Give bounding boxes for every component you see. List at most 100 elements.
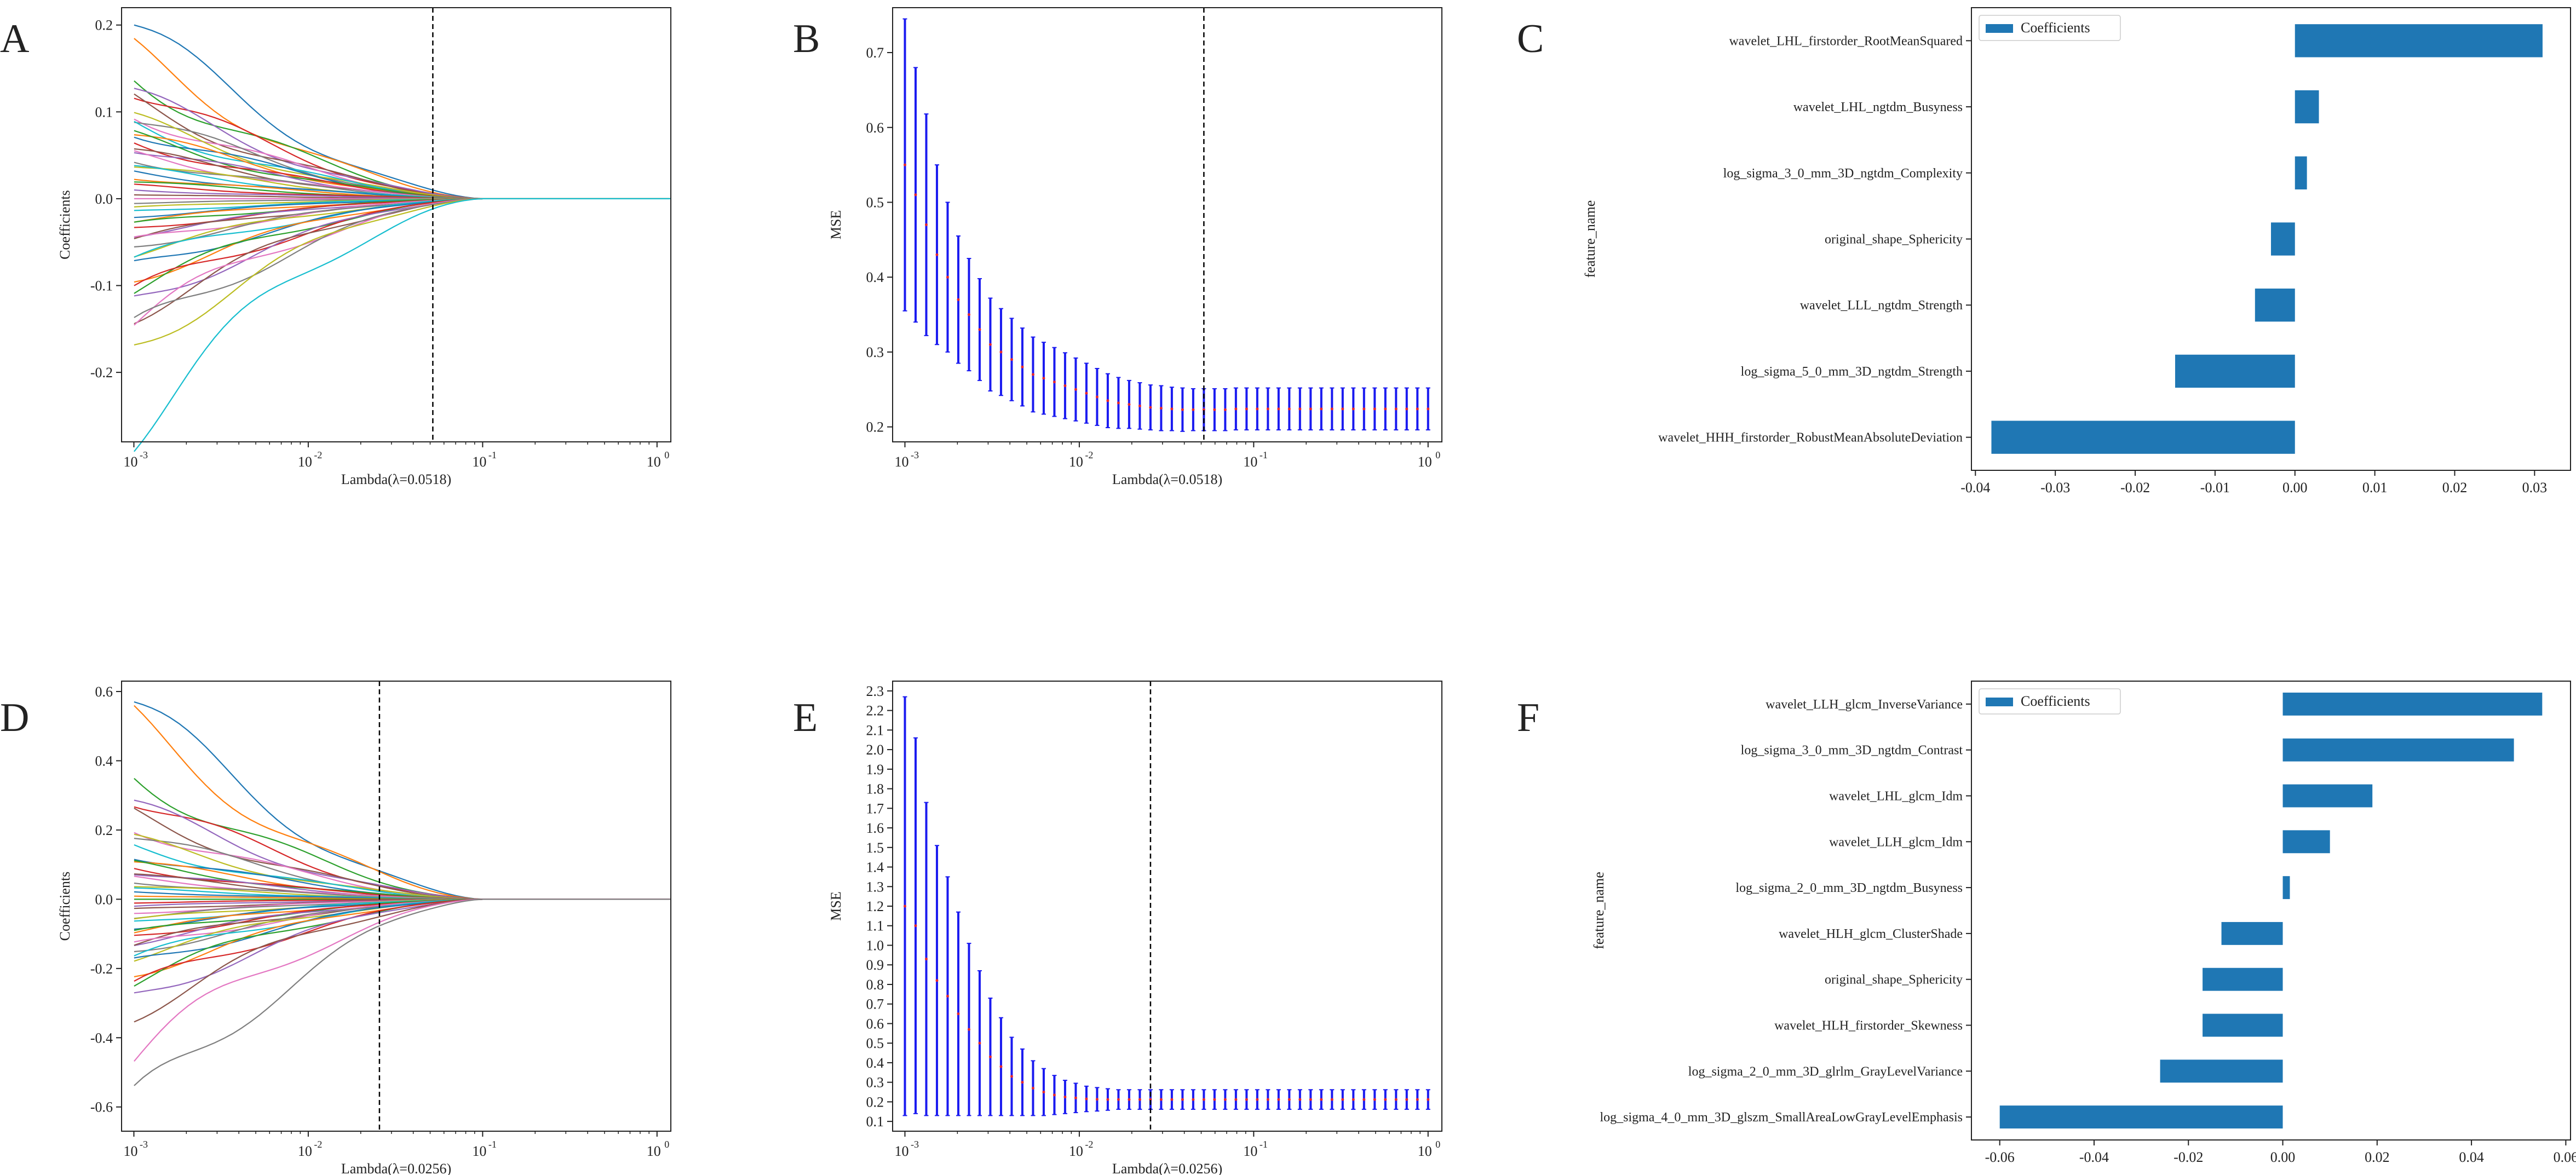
mse-point-B <box>1213 408 1216 411</box>
coefficient-bar-C <box>2175 354 2295 388</box>
y-axis-label-F: feature_name <box>1591 872 1607 949</box>
mse-point-B <box>1149 406 1152 409</box>
mse-point-E <box>1053 1093 1056 1097</box>
y-axis-label-E: MSE <box>828 891 844 920</box>
chart-B: 10 -3 10 -2 10 -1 10 0Lambda(λ=0.0518)0.20.30.4… <box>828 7 1442 487</box>
feature-name-label-C: log_sigma_5_0_mm_3D_ngtdm_Strength <box>1741 365 1963 379</box>
y-tick-label-E: 1.3 <box>866 879 884 895</box>
feature-name-label-F: original_shape_Sphericity <box>1825 973 1963 987</box>
x-tick-label-F: 0.06 <box>2554 1149 2576 1165</box>
chart-C: wavelet_LHL_firstorder_RootMeanSquaredwa… <box>1582 7 2571 496</box>
coefficient-bar-C <box>2295 156 2307 189</box>
mse-point-E <box>967 1028 970 1031</box>
mse-point-B <box>1341 407 1344 411</box>
x-tick-label-E: 10 <box>1069 1143 1083 1159</box>
coefficient-bar-F <box>2282 692 2543 716</box>
feature-name-label-F: log_sigma_4_0_mm_3D_glszm_SmallAreaLowGr… <box>1600 1110 1963 1125</box>
mse-point-B <box>1287 407 1291 411</box>
coefficient-bar-C <box>2271 222 2295 256</box>
x-axis-label-E: Lambda(λ=0.0256) <box>1112 1161 1222 1175</box>
mse-point-E <box>1373 1098 1376 1101</box>
chart-A: 10 -3 10 -2 10 -1 10 0Lambda(λ=0.0518)-0.2-0.10… <box>57 7 671 487</box>
feature-name-label-C: original_shape_Sphericity <box>1825 233 1963 247</box>
x-tick-exponent-A: 0 <box>664 450 669 460</box>
y-tick-label-E: 1.9 <box>866 762 884 777</box>
mse-point-E <box>1256 1098 1259 1101</box>
y-tick-label-E: 0.5 <box>866 1035 884 1051</box>
y-tick-label-E: 1.8 <box>866 781 884 797</box>
mse-point-B <box>1362 407 1366 411</box>
y-tick-label-A: 0.0 <box>95 191 113 207</box>
coefficient-bar-F <box>1999 1105 2283 1129</box>
mse-point-E <box>1117 1098 1120 1101</box>
legend-swatch-C <box>1986 24 2013 33</box>
legend-box-C <box>1979 15 2121 41</box>
mse-point-E <box>946 994 949 998</box>
mse-point-B <box>1223 408 1227 411</box>
x-tick-label-B: 10 <box>1243 454 1257 470</box>
x-axis-label-D: Lambda(λ=0.0256) <box>341 1161 451 1175</box>
x-tick-label-A: 10 <box>298 454 312 470</box>
mse-point-E <box>1042 1091 1045 1094</box>
mse-point-E <box>935 979 939 982</box>
x-tick-label-B: 10 <box>1418 454 1432 470</box>
mse-point-E <box>1405 1098 1408 1101</box>
feature-name-label-F: log_sigma_2_0_mm_3D_glrlm_GrayLevelVaria… <box>1688 1064 1963 1079</box>
y-tick-label-E: 1.2 <box>866 898 884 914</box>
y-tick-label-B: 0.7 <box>866 45 884 61</box>
x-tick-label-C: -0.04 <box>1960 480 1990 496</box>
coefficient-bar-F <box>2282 738 2514 762</box>
coefficient-path-line-A <box>134 198 671 452</box>
feature-name-label-C: wavelet_LHL_firstorder_RootMeanSquared <box>1729 34 1963 48</box>
x-tick-label-E: 10 <box>1418 1143 1432 1159</box>
mse-point-B <box>978 328 981 331</box>
mse-point-E <box>978 1041 981 1045</box>
x-tick-label-C: -0.02 <box>2120 480 2150 496</box>
y-tick-label-B: 0.2 <box>866 419 884 435</box>
mse-point-E <box>1063 1095 1067 1098</box>
mse-point-B <box>1416 407 1419 411</box>
x-tick-label-F: 0.02 <box>2365 1149 2390 1165</box>
x-tick-exponent-E: -2 <box>1085 1139 1093 1150</box>
mse-point-B <box>1266 407 1269 411</box>
mse-point-E <box>1427 1098 1430 1101</box>
mse-point-E <box>1309 1098 1312 1101</box>
feature-name-label-F: wavelet_LHL_glcm_Idm <box>1829 790 1963 804</box>
y-tick-label-E: 2.0 <box>866 742 884 758</box>
mse-point-E <box>903 905 906 908</box>
x-tick-exponent-B: -2 <box>1085 450 1093 460</box>
x-tick-label-F: 0.04 <box>2459 1149 2484 1165</box>
y-tick-label-B: 0.4 <box>866 269 884 285</box>
mse-point-E <box>1394 1098 1398 1101</box>
y-tick-label-A: -0.1 <box>90 278 113 294</box>
mse-point-E <box>1245 1098 1248 1101</box>
mse-point-B <box>1021 365 1024 368</box>
mse-point-E <box>1266 1098 1269 1101</box>
mse-point-E <box>1159 1098 1163 1101</box>
coefficient-bar-F <box>2282 830 2330 854</box>
feature-name-label-C: log_sigma_3_0_mm_3D_ngtdm_Complexity <box>1723 166 1963 181</box>
mse-point-B <box>1010 358 1013 361</box>
mse-point-E <box>1085 1097 1088 1101</box>
x-tick-exponent-A: -2 <box>314 450 322 460</box>
mse-point-B <box>1085 391 1088 395</box>
y-tick-label-D: 0.6 <box>95 684 113 700</box>
y-axis-label-C: feature_name <box>1582 200 1598 278</box>
mse-point-E <box>999 1065 1003 1068</box>
mse-point-B <box>1245 407 1248 411</box>
feature-name-label-F: wavelet_HLH_firstorder_Skewness <box>1774 1019 1963 1033</box>
x-tick-label-E: 10 <box>894 1143 909 1159</box>
x-tick-exponent-E: -3 <box>911 1139 919 1150</box>
x-tick-exponent-D: -1 <box>488 1139 497 1150</box>
y-tick-label-E: 2.3 <box>866 683 884 699</box>
mse-point-B <box>1106 399 1109 402</box>
panel-letter-B: B <box>793 16 820 61</box>
feature-name-label-C: wavelet_HHH_firstorder_RobustMeanAbsolut… <box>1658 431 1963 445</box>
mse-point-B <box>1394 407 1398 411</box>
mse-point-E <box>1341 1098 1344 1101</box>
x-tick-label-D: 10 <box>123 1143 137 1159</box>
y-tick-label-E: 2.2 <box>866 703 884 719</box>
mse-point-B <box>1373 407 1376 411</box>
y-tick-label-E: 1.5 <box>866 840 884 856</box>
feature-name-label-F: log_sigma_3_0_mm_3D_ngtdm_Contrast <box>1741 744 1963 758</box>
